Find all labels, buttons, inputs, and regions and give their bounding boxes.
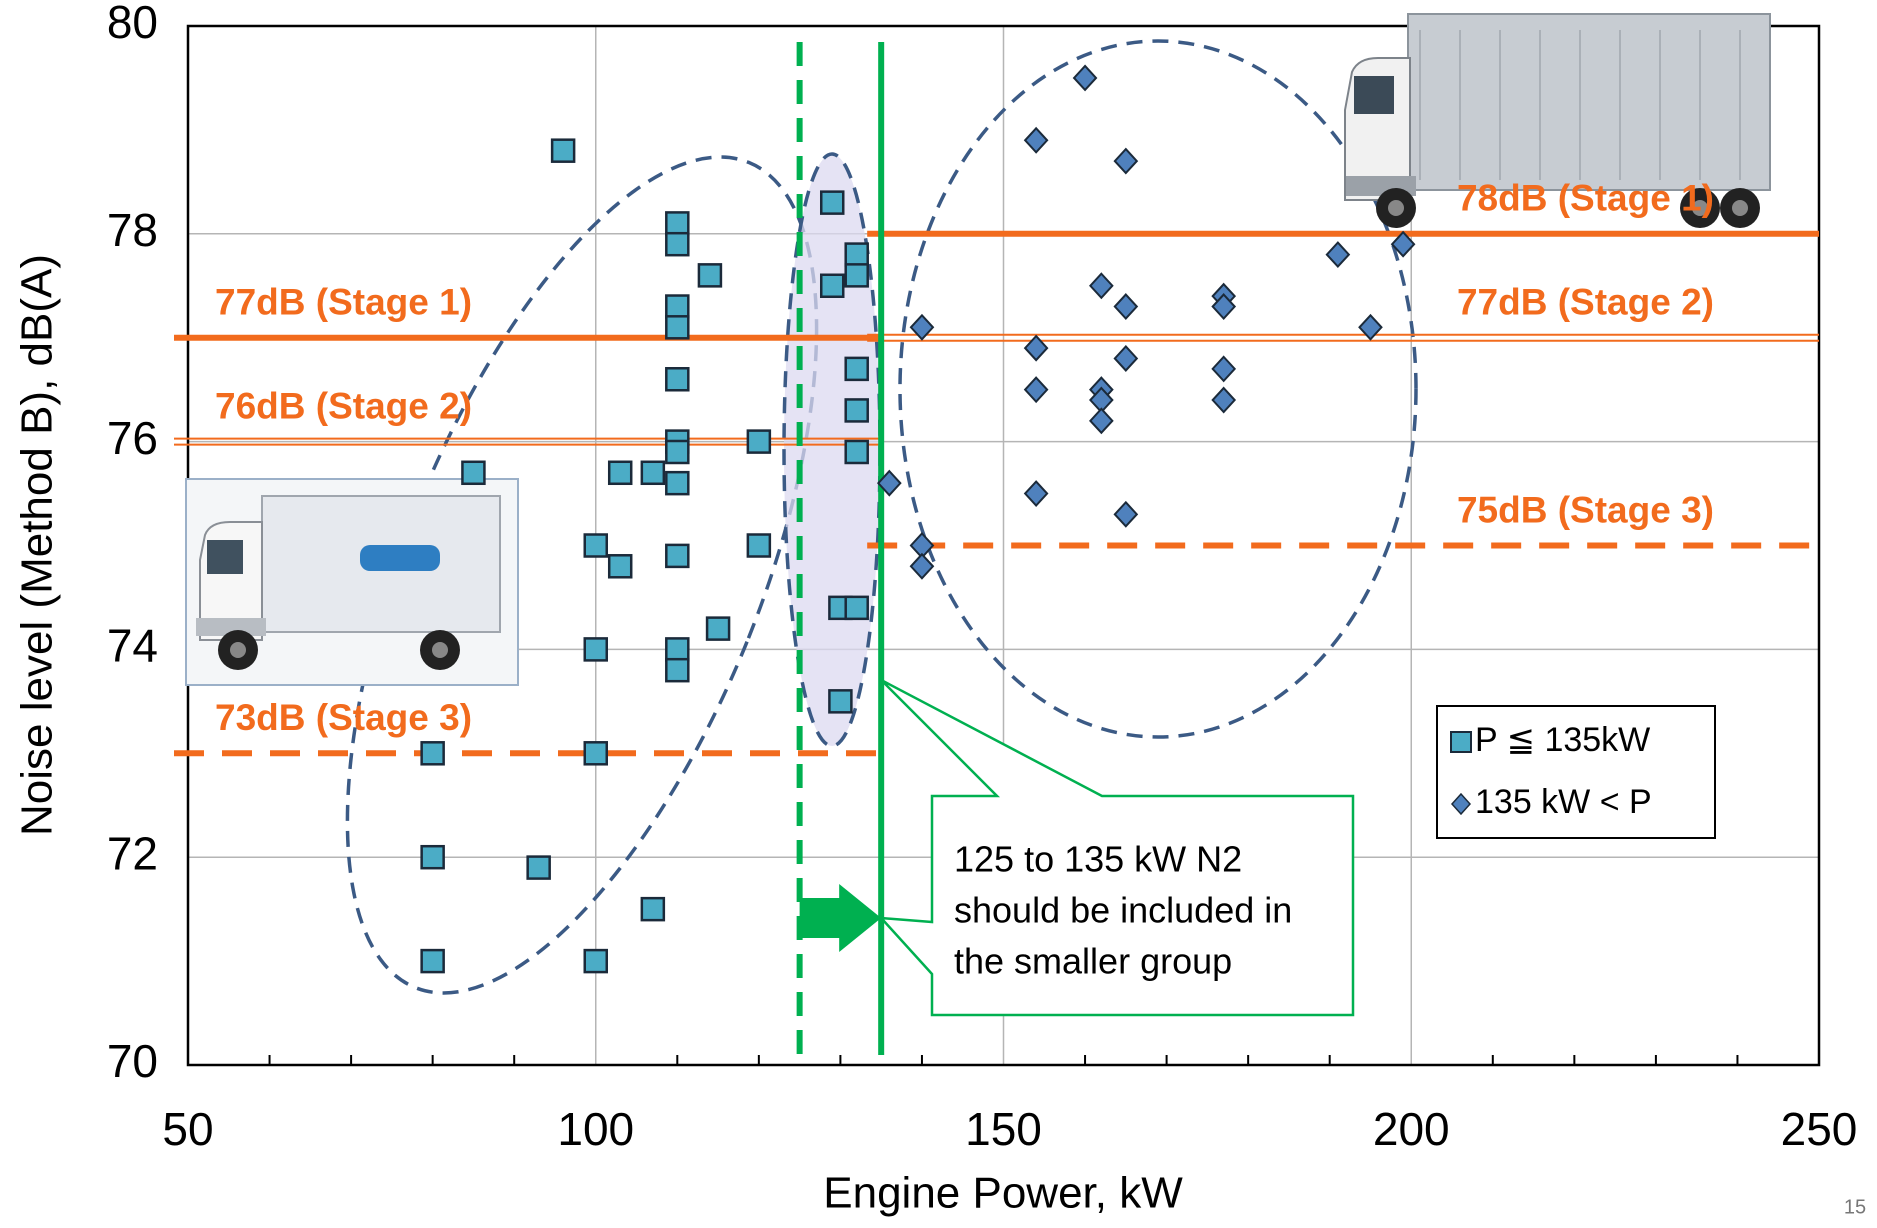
point [665,637,690,662]
y-tick-label: 78 [107,204,158,256]
legend-label: 135 kW < P [1475,783,1652,821]
point [420,948,445,974]
point [665,315,690,340]
legend-marker [1450,731,1472,753]
point [1072,64,1098,92]
callout-text: the smaller group [954,941,1232,982]
point [1325,241,1351,269]
point [746,533,772,558]
point [665,211,690,236]
small-truck-image [185,478,519,686]
callout-text: should be included in [954,890,1292,931]
x-tick-label: 50 [162,1103,213,1155]
page-number: 15 [1844,1196,1866,1218]
point [420,741,445,766]
point [1390,230,1416,258]
point [1211,293,1237,321]
threshold-label: 73dB (Stage 3) [215,697,472,738]
point [1023,376,1049,404]
point [1211,386,1237,414]
point [819,273,845,298]
x-tick-label: 200 [1373,1103,1450,1155]
shift-arrow [799,884,882,952]
point [665,543,690,569]
y-tick-label: 74 [107,620,158,672]
point [1211,355,1237,383]
point [640,460,666,486]
point [828,689,853,714]
legend-marker [1450,792,1472,816]
point [746,429,772,454]
point [1023,480,1049,508]
point [844,439,869,465]
y-axis-title: Noise level (Method B), dB(A) [13,254,62,836]
point [844,595,869,621]
point [1023,334,1049,362]
point [583,533,608,558]
point [583,741,608,766]
point [420,844,445,870]
point [607,460,633,486]
point [1113,500,1139,528]
point [607,554,633,579]
point [844,356,869,382]
threshold-label: 77dB (Stage 2) [1457,281,1714,322]
threshold-label: 76dB (Stage 2) [215,385,472,426]
legend-label: P ≦ 135kW [1475,721,1650,759]
point [1089,272,1114,300]
point [583,948,608,974]
point [876,469,902,497]
point [665,657,690,683]
point [1113,293,1139,321]
y-tick-label: 80 [107,0,158,48]
y-tick-label: 72 [107,827,158,879]
large-truck-image [1344,13,1771,228]
point [665,439,690,465]
x-tick-label: 150 [965,1103,1042,1155]
x-tick-label: 250 [1781,1103,1858,1155]
point [844,242,869,267]
point [665,470,690,496]
plot: 77dB (Stage 1) 76dB (Stage 2) 73dB (Stage … [174,42,1819,1055]
point [665,367,690,392]
y-tick-label: 76 [107,412,158,464]
point [1113,147,1139,175]
threshold-label: 77dB (Stage 1) [215,281,472,322]
point [526,855,551,880]
point [819,190,845,215]
point [1113,345,1139,372]
point [665,231,690,257]
point [844,398,869,423]
point [640,896,666,922]
point [583,637,608,662]
point [665,294,690,319]
y-tick-label: 70 [107,1035,158,1087]
point [909,552,935,580]
callout-text: 125 to 135 kW N2 [954,839,1242,880]
point [461,460,486,486]
group-ellipse [898,39,1418,739]
point [909,313,935,341]
legend-box [1436,705,1716,839]
x-tick-label: 100 [557,1103,634,1155]
point [550,138,576,163]
point [705,616,731,641]
point [1023,126,1049,154]
point [844,263,869,288]
point [697,263,723,288]
point [1358,313,1383,341]
threshold-label: 78dB (Stage 1) [1457,178,1714,219]
x-axis-title: Engine Power, kW [823,1169,1183,1218]
point [1089,407,1114,435]
threshold-label: 75dB (Stage 3) [1457,489,1714,530]
callout-box [878,678,1355,1017]
